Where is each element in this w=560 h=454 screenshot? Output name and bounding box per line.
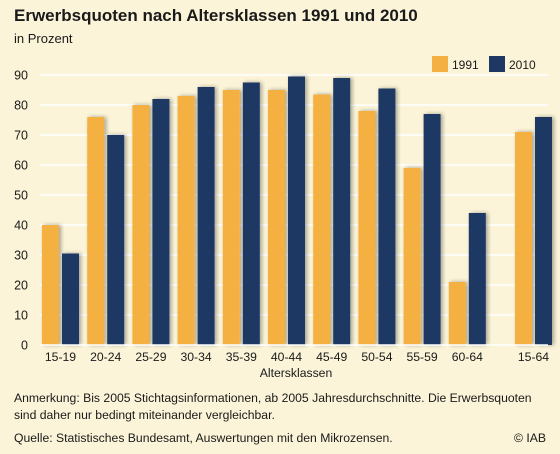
y-tick-label: 60 (14, 159, 28, 173)
x-tick-label: 15-64 (518, 350, 549, 364)
bar-2010-40-44 (288, 76, 305, 345)
y-tick-label: 50 (14, 189, 28, 203)
x-tick-label: 45-49 (316, 350, 347, 364)
y-tick-label: 10 (14, 309, 28, 323)
x-tick-label: 20-24 (90, 350, 121, 364)
bar-1991-30-34 (177, 96, 195, 345)
x-tick-label: 35-39 (226, 350, 257, 364)
bar-1991-60-64 (448, 282, 466, 345)
footnote: Anmerkung: Bis 2005 Stichtagsinformation… (14, 391, 532, 422)
bar-2010-60-64 (468, 213, 486, 345)
bar-2010-15-64 (535, 117, 552, 345)
y-tick-label: 30 (14, 249, 28, 263)
x-tick-label: 25-29 (135, 350, 166, 364)
axes: 0 10 20 30 40 50 60 70 80 90 15-19 20-24 25-29 30-34 3… (14, 69, 549, 381)
x-tick-label: 60-64 (452, 350, 483, 364)
bar-1991-50-54 (358, 111, 376, 345)
bar-1991-15-64 (515, 132, 532, 345)
bar-1991-40-44 (268, 90, 285, 345)
bar-1991-20-24 (87, 117, 105, 345)
y-tick-label: 40 (14, 219, 28, 233)
copyright: © IAB (513, 431, 546, 445)
bar-1991-15-19 (42, 225, 59, 345)
bar-2010-20-24 (107, 135, 125, 345)
x-tick-label: 15-19 (45, 350, 76, 364)
y-tick-label: 0 (21, 339, 28, 353)
bar-1991-35-39 (222, 90, 240, 345)
bar-chart: 0 10 20 30 40 50 60 70 80 90 15-19 20-24 25-29 30-34 3… (14, 56, 552, 381)
bar-2010-50-54 (378, 88, 396, 345)
bar-2010-45-49 (333, 78, 351, 345)
bars (42, 76, 552, 345)
x-tick-label: 55-59 (407, 350, 438, 364)
legend-label-1991: 1991 (452, 58, 479, 72)
x-tick-label: 30-34 (181, 350, 212, 364)
legend: 1991 2010 (432, 56, 536, 72)
legend-swatch-1991 (432, 56, 448, 72)
bar-2010-25-29 (152, 99, 170, 345)
bar-2010-30-34 (197, 87, 215, 345)
bar-2010-35-39 (242, 82, 260, 345)
legend-label-2010: 2010 (509, 58, 536, 72)
bar-1991-45-49 (313, 94, 331, 345)
y-tick-label: 70 (14, 129, 28, 143)
chart-subtitle: in Prozent (14, 31, 73, 46)
y-tick-label: 80 (14, 99, 28, 113)
chart-title: Erwerbsquoten nach Altersklassen 1991 un… (14, 6, 418, 25)
x-axis-title: Altersklassen (260, 366, 332, 380)
bar-1991-55-59 (403, 168, 421, 345)
legend-swatch-2010 (489, 56, 505, 72)
bar-2010-55-59 (423, 114, 441, 345)
bar-1991-25-29 (132, 105, 150, 345)
x-tick-label: 50-54 (361, 350, 392, 364)
x-tick-label: 40-44 (271, 350, 302, 364)
source-note: Quelle: Statistisches Bundesamt, Auswert… (14, 431, 393, 445)
bar-2010-15-19 (62, 253, 79, 345)
y-tick-label: 20 (14, 279, 28, 293)
y-tick-label: 90 (14, 69, 28, 83)
